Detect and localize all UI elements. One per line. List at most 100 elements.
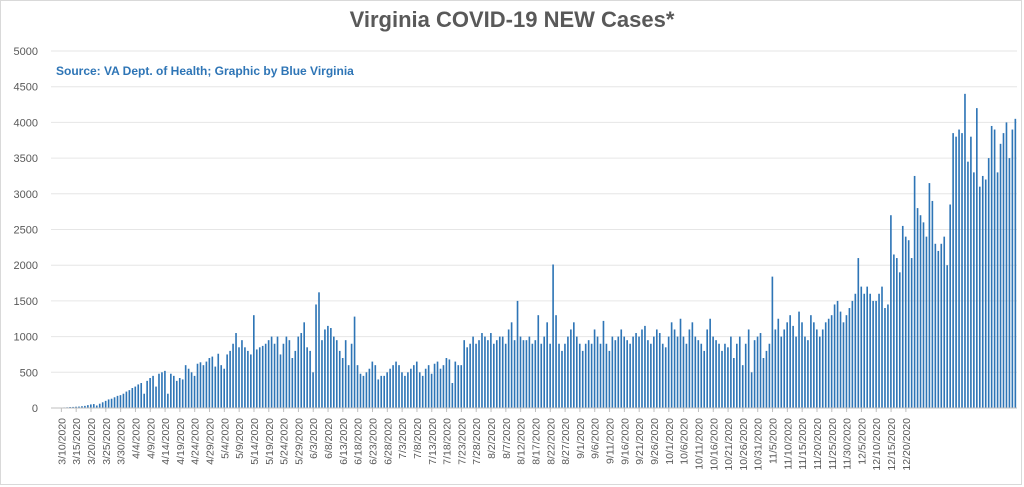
bar [955,136,957,408]
bar [401,372,403,408]
bar [940,243,943,408]
bar [285,336,288,408]
bar [78,406,80,408]
bar [193,375,196,408]
bar [679,318,682,408]
bar [925,236,928,408]
bar [75,406,77,408]
bar [386,372,388,408]
bar [765,350,768,408]
x-axis: 3/10/2020 3/15/2020 3/20/2020 3/25/2020 3/30… [51,407,1017,471]
bar [1011,129,1014,409]
bar [407,372,409,408]
bar [857,258,860,408]
bar [380,375,383,408]
x-tick-label: 10/31/2020 [753,418,765,471]
x-tick-label: 12/10/2020 [871,418,883,471]
bar [602,320,605,408]
bar [845,315,848,408]
bar [433,363,436,408]
bar [863,293,866,408]
bar [753,340,756,408]
bar [700,343,703,408]
bar [175,380,178,408]
bar [839,311,842,408]
x-tick-label: 4/29/2020 [205,418,217,465]
bar [504,343,507,408]
bar [599,343,602,408]
bar [898,272,901,408]
bar [368,368,371,408]
y-tick-label: 2000 [14,260,38,272]
bar [490,333,492,408]
bar [587,340,590,408]
bar [167,393,169,408]
bar [890,215,892,408]
bar [184,365,187,408]
bar [312,372,314,408]
bar [454,361,457,408]
bar [777,318,780,408]
bar [682,336,685,408]
bar [635,333,637,408]
bar [149,378,151,408]
bar [727,347,729,408]
bar [928,183,931,408]
x-tick-label: 10/11/2020 [694,418,706,470]
x-tick-label: 6/18/2020 [353,418,365,465]
bar [158,373,160,408]
bar [786,322,788,408]
x-tick-label: 8/22/2020 [545,418,557,465]
bar [961,133,963,409]
x-tick-label: 4/9/2020 [145,418,157,459]
x-tick-label: 10/16/2020 [708,418,720,471]
bar [294,350,297,408]
bar [250,354,252,408]
x-tick-label: 8/27/2020 [560,418,572,465]
x-tick-label: 7/3/2020 [397,418,409,459]
bar [1005,122,1008,409]
bar [199,362,202,408]
x-tick-label: 4/19/2020 [175,418,187,465]
bar [744,343,747,408]
bar [421,375,424,408]
bar [424,368,427,408]
bar [258,347,261,408]
bar [653,336,655,408]
y-tick-label: 1500 [14,296,38,308]
bar [291,358,294,408]
bar [573,322,575,408]
bar [211,356,214,408]
x-tick-label: 6/13/2020 [338,418,350,465]
bar [282,343,285,408]
x-tick-label: 9/1/2020 [575,418,587,459]
bar [181,379,184,408]
bar [208,358,211,408]
x-tick-label: 10/6/2020 [679,418,691,465]
x-tick-label: 3/25/2020 [101,418,113,465]
bar [116,395,119,408]
bar [537,315,540,408]
bar [164,370,166,408]
bar [445,358,448,408]
bar [703,350,706,408]
bar [463,340,466,408]
bar [161,372,163,408]
bar [495,340,498,408]
bar [810,315,812,408]
bar [688,329,691,408]
x-tick-label: 5/29/2020 [293,418,305,465]
bar [581,350,584,408]
bar [347,365,350,408]
x-tick-label: 7/13/2020 [427,418,439,465]
bar [146,380,148,408]
bar [910,258,913,408]
bar [709,318,711,408]
bar [608,350,611,408]
bar [232,343,234,408]
bar [970,136,972,408]
bar [919,215,922,408]
bar [964,93,966,408]
x-tick-label: 9/21/2020 [634,418,646,465]
bar [976,108,978,409]
